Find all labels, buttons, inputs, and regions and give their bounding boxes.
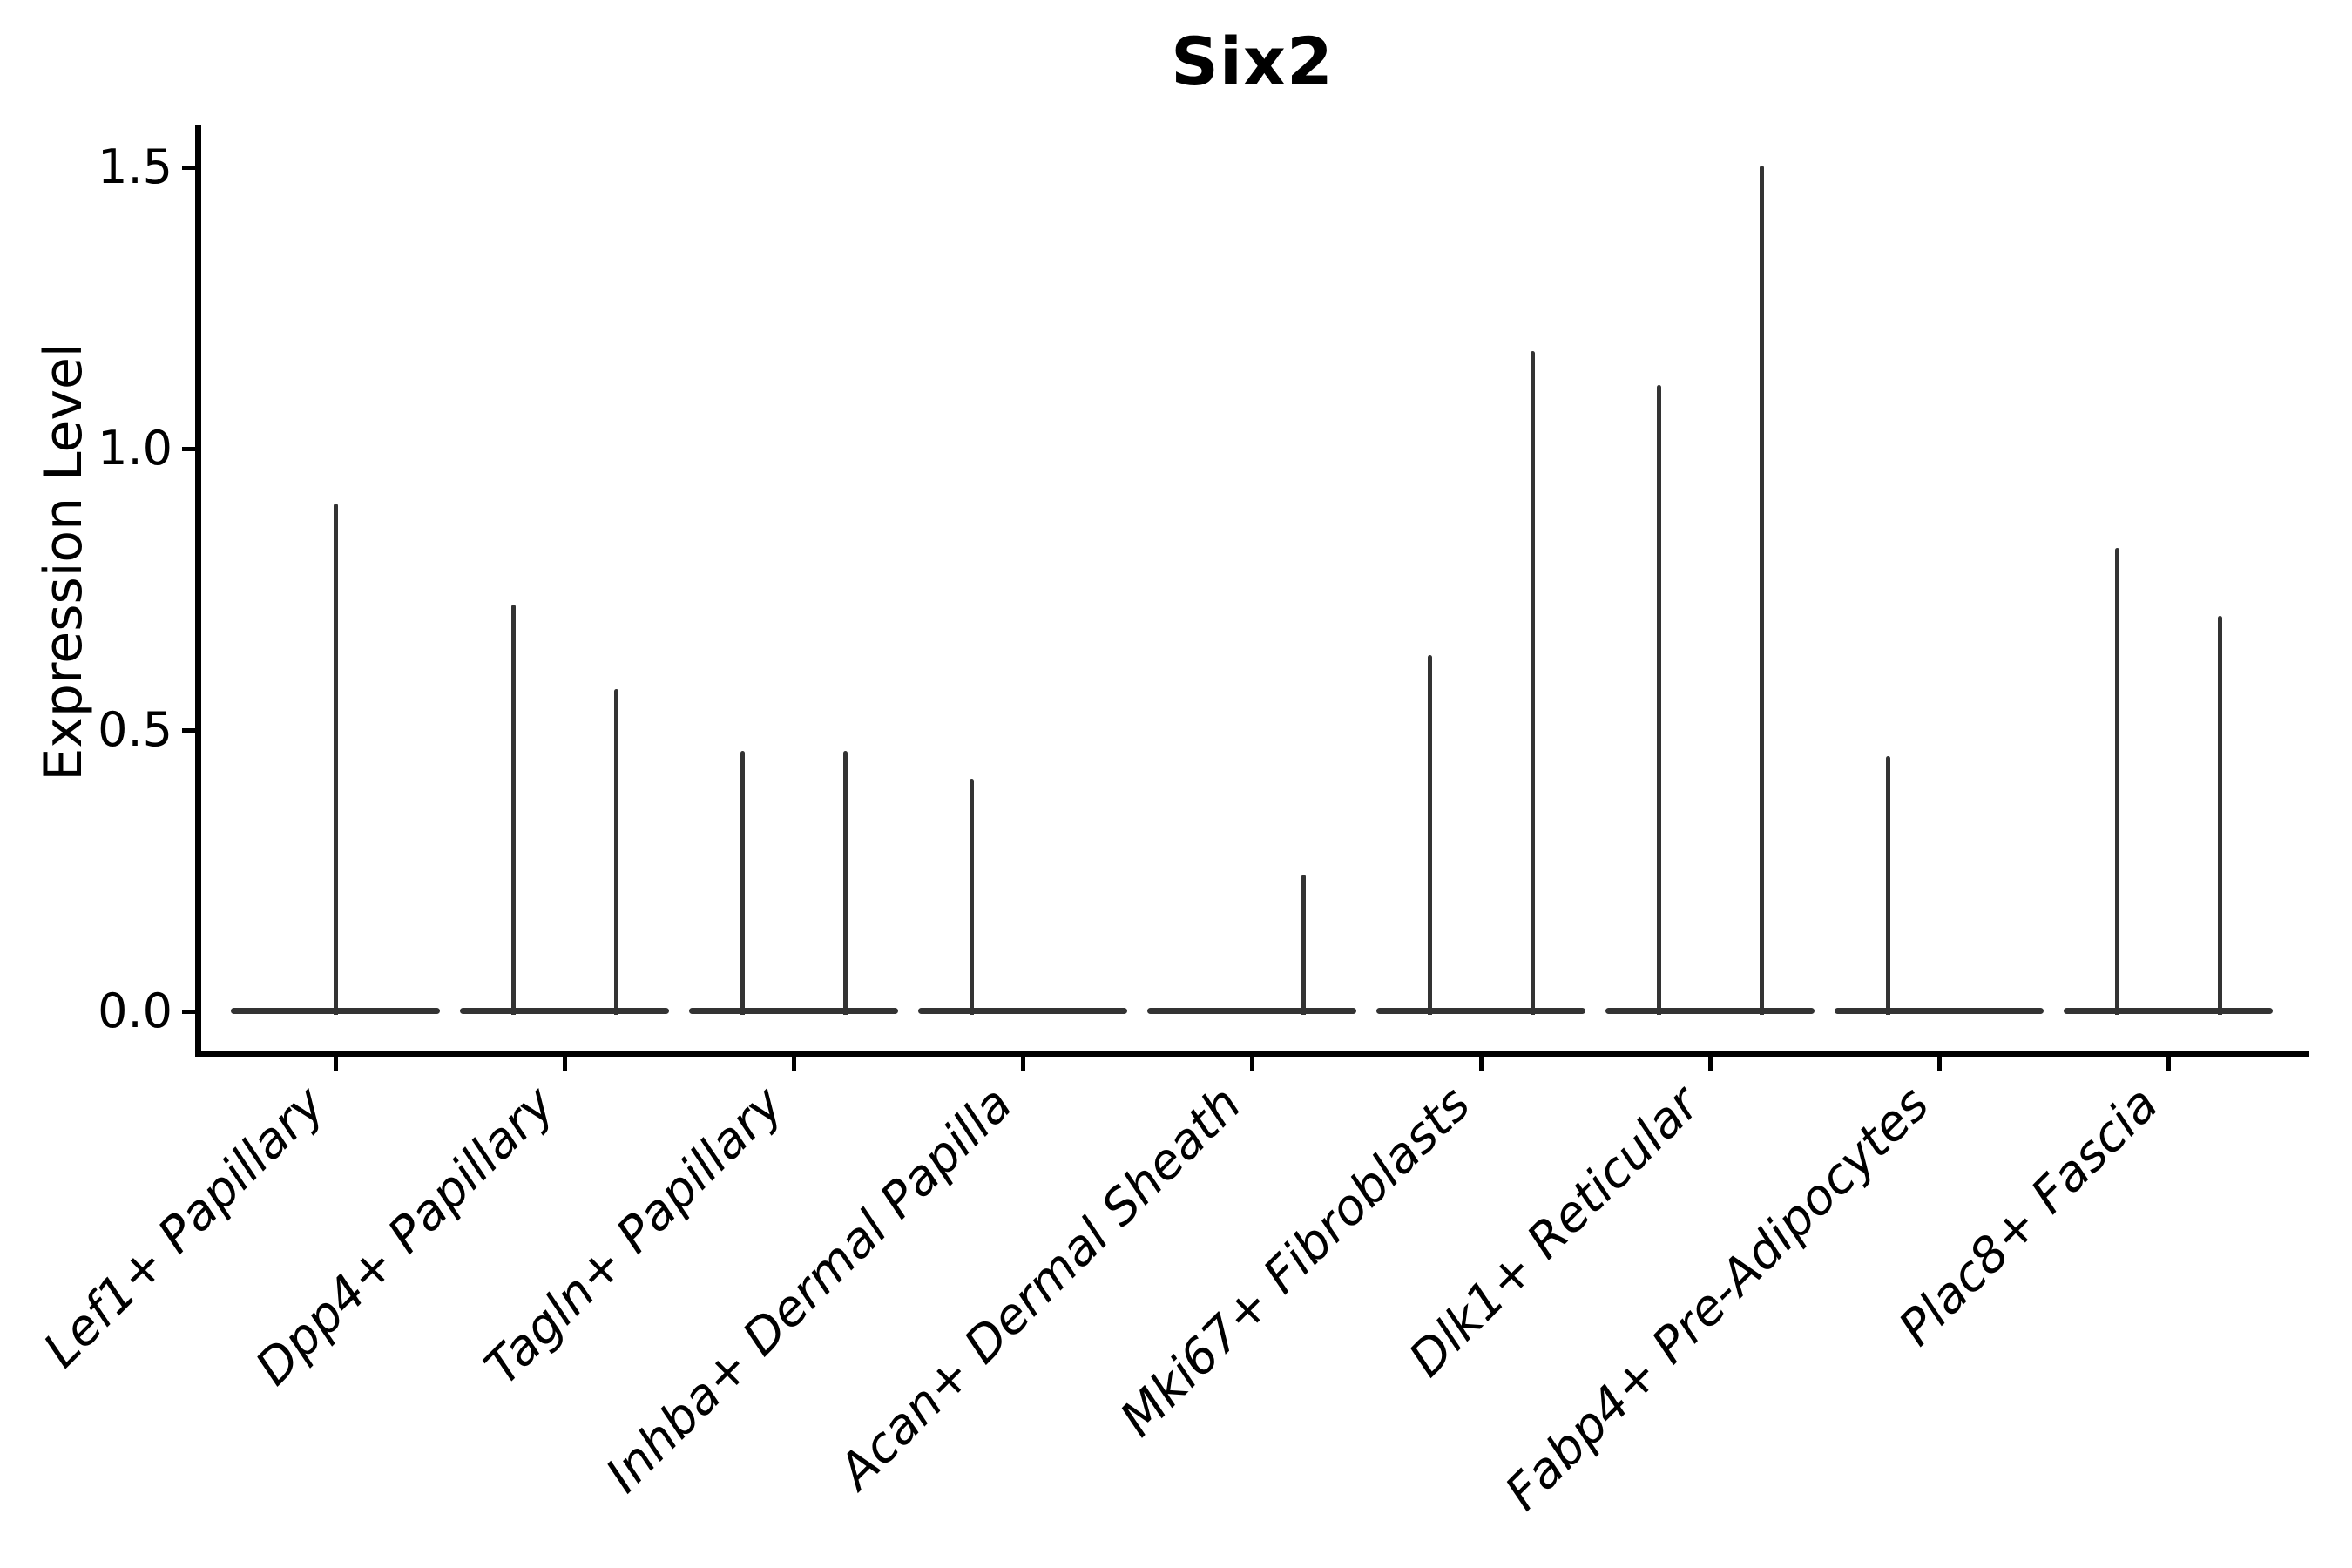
x-tick-label: Fabp4+ Pre-Adipocytes (1494, 1076, 1940, 1522)
violin-spike (510, 604, 516, 1015)
x-tick-mark (1020, 1057, 1025, 1071)
y-tick-mark (182, 1009, 195, 1014)
y-tick-mark (182, 165, 195, 170)
violin-baseline (460, 1008, 669, 1014)
x-tick-label: Acan+ Dermal Sheath (828, 1076, 1253, 1500)
violin-spike (842, 750, 848, 1015)
violin-spike (1427, 655, 1432, 1015)
x-tick-label: Inhba+ Dermal Papilla (595, 1076, 1024, 1504)
y-tick-mark (182, 446, 195, 451)
y-tick-label: 0.5 (98, 702, 172, 757)
x-tick-mark (2166, 1057, 2171, 1071)
violin-spike (1656, 384, 1661, 1015)
y-axis-spine (195, 125, 201, 1057)
violin-spike (1885, 756, 1890, 1015)
x-tick-mark (333, 1057, 338, 1071)
chart-title: Six2 (1171, 23, 1334, 100)
violin-spike (1530, 351, 1535, 1015)
x-axis-spine (195, 1051, 2309, 1057)
y-tick-mark (182, 727, 195, 733)
violin-baseline (918, 1008, 1127, 1014)
violin-spike (333, 503, 338, 1015)
violin-baseline (2064, 1008, 2273, 1014)
y-tick-label: 1.5 (98, 139, 172, 194)
violin-baseline (1376, 1008, 1585, 1014)
x-tick-mark (562, 1057, 567, 1071)
violin-spike (2114, 548, 2119, 1015)
x-tick-mark (1707, 1057, 1713, 1071)
violin-baseline (1147, 1008, 1356, 1014)
violin-spike (613, 688, 618, 1015)
x-tick-mark (791, 1057, 796, 1071)
violin-baseline (689, 1008, 898, 1014)
x-tick-mark (1249, 1057, 1254, 1071)
violin-spike (969, 779, 974, 1015)
x-tick-mark (1936, 1057, 1942, 1071)
violin-spike (2217, 615, 2222, 1015)
violin-spike (740, 750, 745, 1015)
violin-spike (1759, 166, 1764, 1015)
violin-baseline (1835, 1008, 2044, 1014)
violin-baseline (1605, 1008, 1815, 1014)
y-tick-label: 0.0 (98, 983, 172, 1038)
violin-spike (1301, 874, 1306, 1015)
y-tick-label: 1.0 (98, 421, 172, 476)
x-tick-mark (1478, 1057, 1484, 1071)
